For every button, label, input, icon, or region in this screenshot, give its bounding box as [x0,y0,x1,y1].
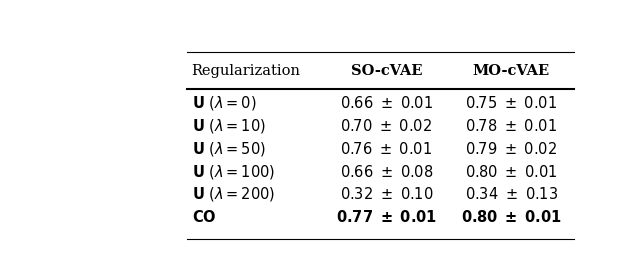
Text: $\mathbf{CO}$: $\mathbf{CO}$ [191,209,216,225]
Text: $0.80\ \pm\ 0.01$: $0.80\ \pm\ 0.01$ [465,163,557,179]
Text: $0.76\ \pm\ 0.01$: $0.76\ \pm\ 0.01$ [340,141,433,157]
Text: Regularization: Regularization [191,64,301,78]
Text: $\mathbf{U}\ (\lambda = 50)$: $\mathbf{U}\ (\lambda = 50)$ [191,140,266,158]
Text: $\mathbf{U}\ (\lambda = 100)$: $\mathbf{U}\ (\lambda = 100)$ [191,163,275,181]
Text: $\mathbf{0.77\ \pm\ 0.01}$: $\mathbf{0.77\ \pm\ 0.01}$ [336,209,437,225]
Text: $\mathbf{U}\ (\lambda = 0)$: $\mathbf{U}\ (\lambda = 0)$ [191,94,256,112]
Text: $0.32\ \pm\ 0.10$: $0.32\ \pm\ 0.10$ [340,186,433,202]
Text: $0.70\ \pm\ 0.02$: $0.70\ \pm\ 0.02$ [340,118,433,134]
Text: $\mathbf{U}\ (\lambda = 200)$: $\mathbf{U}\ (\lambda = 200)$ [191,185,275,203]
Text: $0.75\ \pm\ 0.01$: $0.75\ \pm\ 0.01$ [465,95,557,111]
Text: $0.66\ \pm\ 0.01$: $0.66\ \pm\ 0.01$ [340,95,433,111]
Text: $\mathbf{U}\ (\lambda = 10)$: $\mathbf{U}\ (\lambda = 10)$ [191,117,266,135]
Text: $0.79\ \pm\ 0.02$: $0.79\ \pm\ 0.02$ [465,141,557,157]
Text: $0.66\ \pm\ 0.08$: $0.66\ \pm\ 0.08$ [340,163,433,179]
Text: SO-cVAE: SO-cVAE [351,64,422,78]
Text: $0.78\ \pm\ 0.01$: $0.78\ \pm\ 0.01$ [465,118,557,134]
Text: $0.34\ \pm\ 0.13$: $0.34\ \pm\ 0.13$ [465,186,558,202]
Text: MO-cVAE: MO-cVAE [473,64,550,78]
Text: $\mathbf{0.80\ \pm\ 0.01}$: $\mathbf{0.80\ \pm\ 0.01}$ [461,209,561,225]
